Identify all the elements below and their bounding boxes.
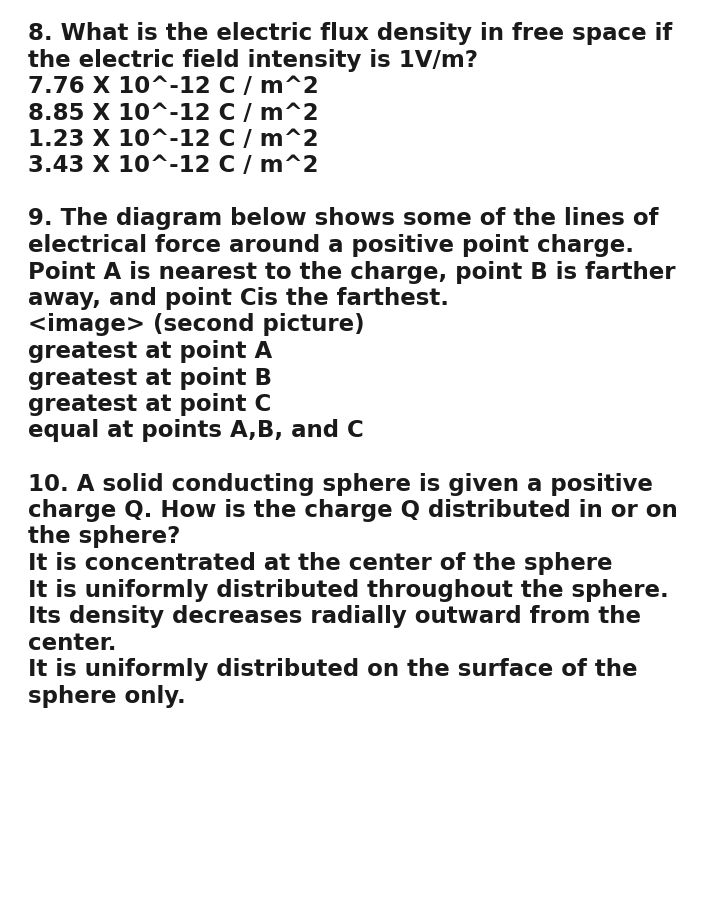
Text: <image> (second picture): <image> (second picture) xyxy=(28,313,364,336)
Text: away, and point Cis the farthest.: away, and point Cis the farthest. xyxy=(28,287,449,310)
Text: Its density decreases radially outward from the: Its density decreases radially outward f… xyxy=(28,605,641,628)
Text: center.: center. xyxy=(28,631,117,654)
Text: greatest at point C: greatest at point C xyxy=(28,393,271,416)
Text: 10. A solid conducting sphere is given a positive: 10. A solid conducting sphere is given a… xyxy=(28,473,653,496)
Text: equal at points A,B, and C: equal at points A,B, and C xyxy=(28,419,364,442)
Text: charge Q. How is the charge Q distributed in or on: charge Q. How is the charge Q distribute… xyxy=(28,499,678,522)
Text: 7.76 X 10^-12 C / m^2: 7.76 X 10^-12 C / m^2 xyxy=(28,75,319,98)
Text: 3.43 X 10^-12 C / m^2: 3.43 X 10^-12 C / m^2 xyxy=(28,155,318,178)
Text: greatest at point A: greatest at point A xyxy=(28,340,272,363)
Text: the sphere?: the sphere? xyxy=(28,525,181,548)
Text: It is concentrated at the center of the sphere: It is concentrated at the center of the … xyxy=(28,552,613,575)
Text: 8. What is the electric flux density in free space if: 8. What is the electric flux density in … xyxy=(28,22,672,45)
Text: the electric field intensity is 1V/m?: the electric field intensity is 1V/m? xyxy=(28,49,478,72)
Text: It is uniformly distributed on the surface of the: It is uniformly distributed on the surfa… xyxy=(28,658,637,681)
Text: 8.85 X 10^-12 C / m^2: 8.85 X 10^-12 C / m^2 xyxy=(28,101,319,124)
Text: electrical force around a positive point charge.: electrical force around a positive point… xyxy=(28,234,634,257)
Text: It is uniformly distributed throughout the sphere.: It is uniformly distributed throughout t… xyxy=(28,579,669,602)
Text: Point A is nearest to the charge, point B is farther: Point A is nearest to the charge, point … xyxy=(28,261,675,284)
Text: sphere only.: sphere only. xyxy=(28,685,186,708)
Text: 9. The diagram below shows some of the lines of: 9. The diagram below shows some of the l… xyxy=(28,207,659,230)
Text: 1.23 X 10^-12 C / m^2: 1.23 X 10^-12 C / m^2 xyxy=(28,128,319,151)
Text: greatest at point B: greatest at point B xyxy=(28,367,272,390)
